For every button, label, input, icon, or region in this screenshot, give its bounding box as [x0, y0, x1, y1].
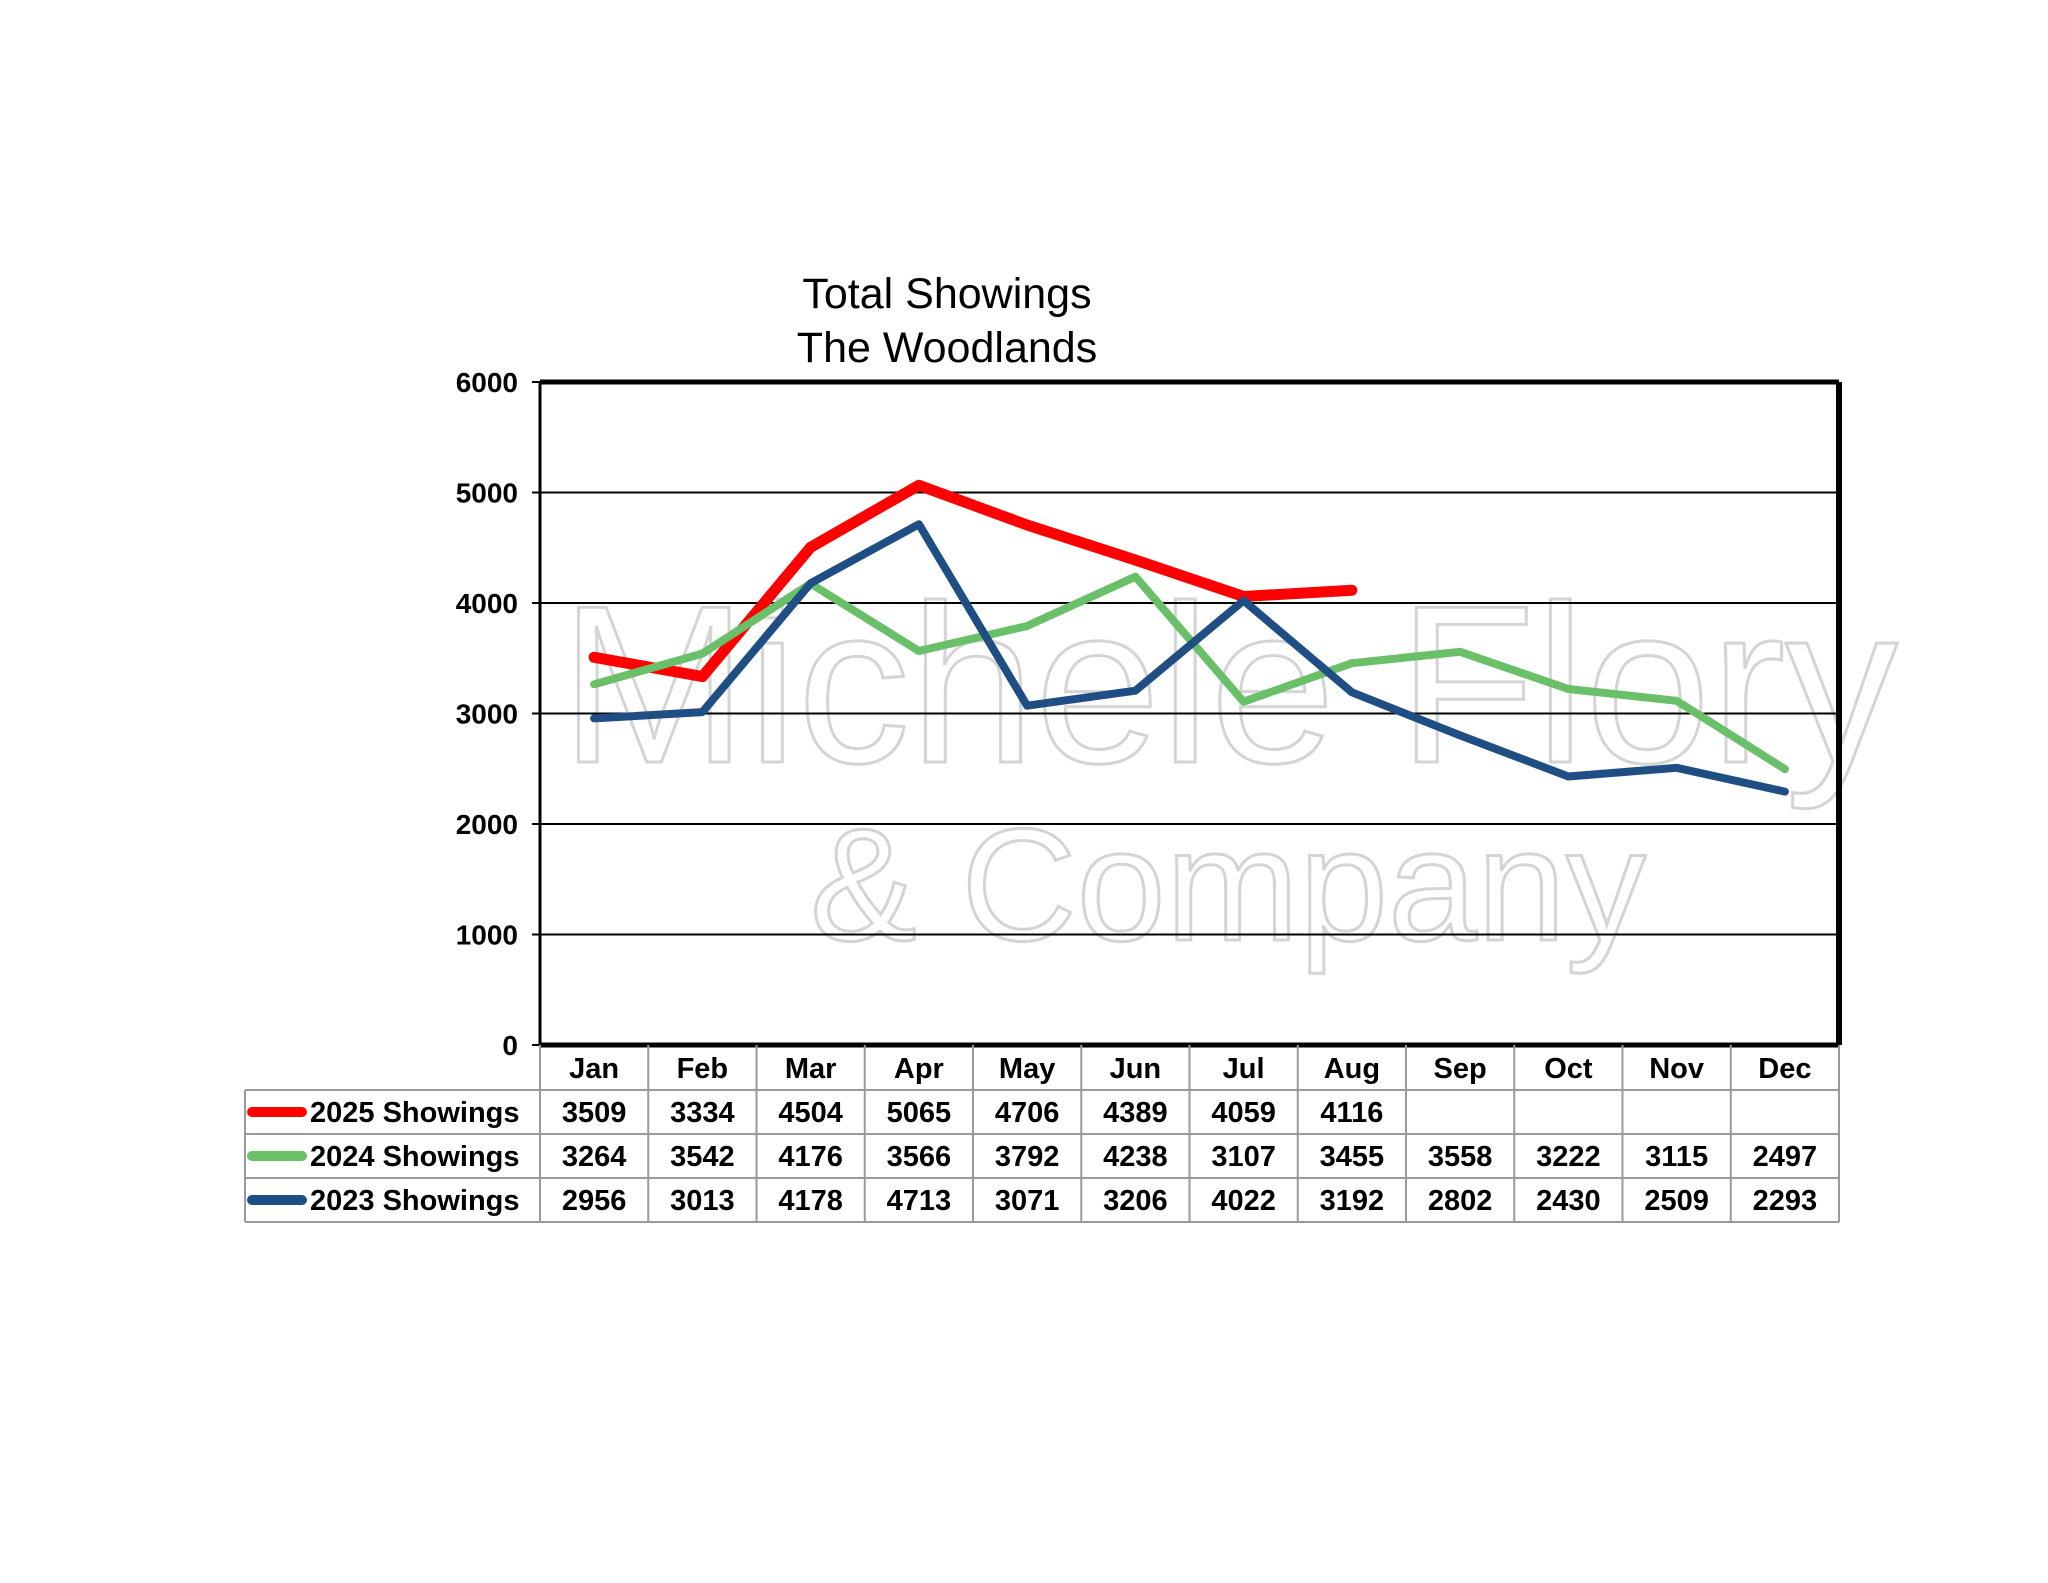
x-tick-label: Apr	[894, 1053, 944, 1085]
series-line	[588, 479, 1358, 683]
table-cell-value: 2497	[1753, 1141, 1818, 1173]
data-table: Jan Feb Mar Apr May Jun Jul Aug Sep Oct Nov Dec 2025…	[244, 1045, 1840, 1223]
legend-label: 2023 Showings	[310, 1185, 520, 1217]
x-tick-label: Feb	[677, 1053, 729, 1085]
y-axis-ticks: 0 1000 2000 3000 4000 5000 6000	[456, 367, 518, 1061]
table-cell-value: 3071	[995, 1185, 1060, 1217]
table-cell-value: 4178	[778, 1185, 843, 1217]
table-cell-value: 3264	[562, 1141, 627, 1173]
table-cell-value: 4504	[778, 1097, 843, 1129]
legend-label: 2024 Showings	[310, 1141, 520, 1173]
y-tick-label: 6000	[456, 367, 518, 398]
x-tick-label: May	[999, 1053, 1055, 1085]
x-tick-label: Mar	[785, 1053, 837, 1085]
table-cell-value: 4022	[1211, 1185, 1276, 1217]
x-tick-label: Nov	[1649, 1053, 1704, 1085]
table-cell-value: 3192	[1320, 1185, 1385, 1217]
x-tick-label: Sep	[1434, 1053, 1487, 1085]
table-cell-value: 3334	[670, 1097, 735, 1129]
table-cell-value: 4389	[1103, 1097, 1168, 1129]
table-cell-value: 2430	[1536, 1185, 1601, 1217]
x-tick-label: Oct	[1544, 1053, 1593, 1085]
series-line	[590, 520, 1789, 796]
x-tick-label: Jul	[1223, 1053, 1265, 1085]
table-cell-value: 3566	[887, 1141, 952, 1173]
watermark-text: & Company	[810, 795, 1646, 974]
table-cell-value: 3013	[670, 1185, 735, 1217]
x-tick-label: Jun	[1110, 1053, 1162, 1085]
table-cell-value: 4116	[1320, 1097, 1383, 1129]
table-cell-value: 3542	[670, 1141, 735, 1173]
table-cell-value: 3206	[1103, 1185, 1168, 1217]
y-tick-label: 4000	[456, 588, 518, 619]
table-cell-value: 2293	[1753, 1185, 1818, 1217]
table-cell-value: 3792	[995, 1141, 1060, 1173]
y-tick-label: 3000	[456, 699, 518, 730]
table-cell-value: 3558	[1428, 1141, 1493, 1173]
table-cell-value: 3107	[1211, 1141, 1276, 1173]
series-line	[590, 572, 1789, 774]
table-cell-value: 4176	[778, 1141, 843, 1173]
chart-title: Total Showings	[802, 270, 1091, 318]
x-tick-label: Aug	[1324, 1053, 1380, 1085]
table-cell-value: 3509	[562, 1097, 627, 1129]
chart-subtitle: The Woodlands	[797, 324, 1097, 372]
table-cell-value: 2509	[1644, 1185, 1709, 1217]
table-cell-value: 3115	[1645, 1141, 1708, 1173]
gridlines	[532, 381, 1839, 1046]
table-cell-value: 4713	[887, 1185, 952, 1217]
table-cell-value: 2956	[562, 1185, 627, 1217]
y-tick-label: 2000	[456, 809, 518, 840]
table-cell-value: 3222	[1536, 1141, 1601, 1173]
y-tick-label: 0	[502, 1030, 518, 1061]
y-tick-label: 1000	[456, 920, 518, 951]
table-cell-value: 2802	[1428, 1185, 1493, 1217]
y-tick-label: 5000	[456, 478, 518, 509]
x-tick-label: Jan	[569, 1053, 619, 1085]
table-cell-value: 4238	[1103, 1141, 1168, 1173]
series-lines	[588, 479, 1789, 796]
x-tick-label: Dec	[1758, 1053, 1811, 1085]
table-cell-value: 3455	[1320, 1141, 1385, 1173]
table-cell-value: 4706	[995, 1097, 1060, 1129]
table-cell-value: 4059	[1211, 1097, 1276, 1129]
table-cell-value: 5065	[887, 1097, 952, 1129]
legend-label: 2025 Showings	[310, 1097, 520, 1129]
chart-titles: Total Showings The Woodlands	[797, 270, 1097, 372]
